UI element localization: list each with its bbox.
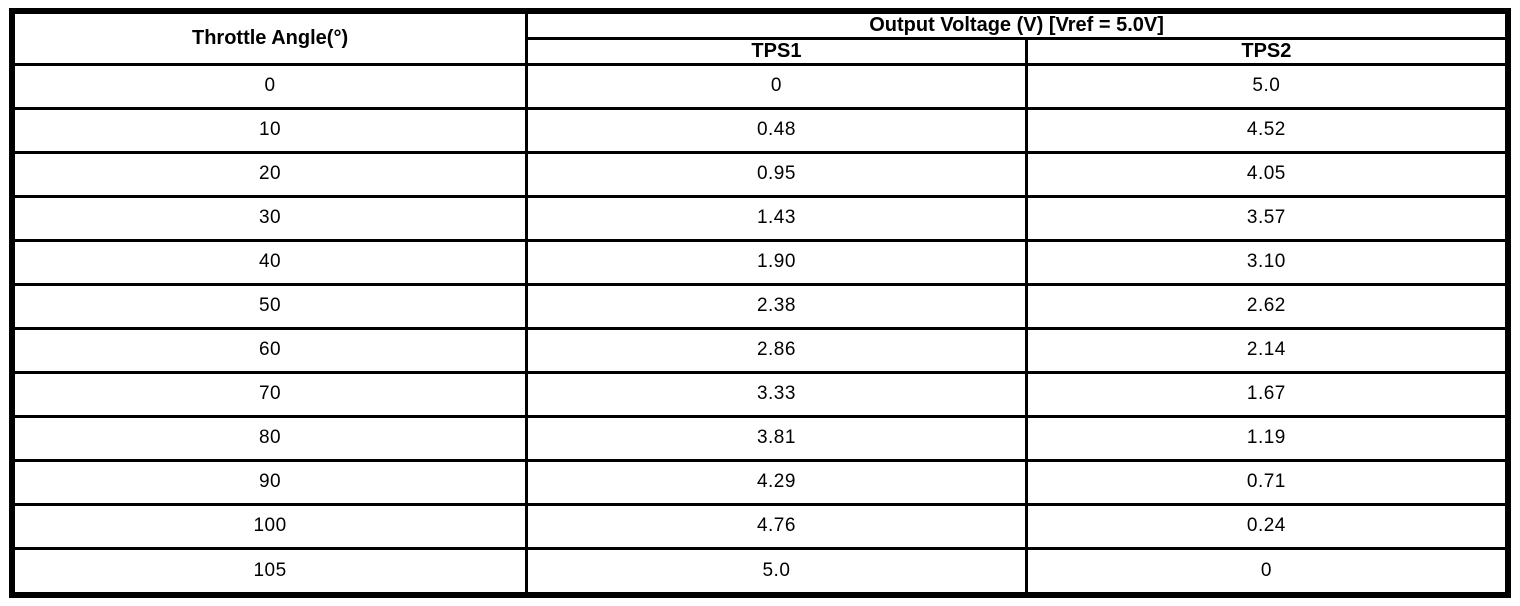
tps1-voltage-cell: 1.43 — [525, 194, 1028, 242]
table-row: 80 3.81 1.19 — [10, 414, 1510, 462]
table-row: 50 2.38 2.62 — [10, 282, 1510, 330]
header-row-sub: TPS1 TPS2 — [12, 37, 1510, 66]
tps1-voltage-cell: 2.86 — [525, 326, 1028, 374]
tps1-voltage-cell: 3.81 — [525, 414, 1028, 462]
tps1-voltage-cell: 2.38 — [525, 282, 1028, 330]
tps1-voltage-cell: 5.0 — [525, 546, 1028, 597]
throttle-angle-cell: 20 — [10, 150, 529, 198]
tps2-voltage-cell: 4.05 — [1024, 150, 1510, 198]
tps2-voltage-cell: 1.19 — [1024, 414, 1510, 462]
tps1-voltage-cell: 0.95 — [525, 150, 1028, 198]
tps1-voltage-cell: 4.29 — [525, 458, 1028, 506]
throttle-angle-cell: 105 — [10, 546, 529, 597]
table-row: 40 1.90 3.10 — [10, 238, 1510, 286]
tps2-voltage-cell: 4.52 — [1024, 106, 1510, 154]
tps1-voltage-cell: 4.76 — [525, 502, 1028, 550]
throttle-angle-cell: 80 — [10, 414, 529, 462]
tps2-voltage-cell: 3.57 — [1024, 194, 1510, 242]
tps1-voltage-cell: 0.48 — [525, 106, 1028, 154]
throttle-angle-cell: 30 — [10, 194, 529, 242]
tps1-voltage-cell: 1.90 — [525, 238, 1028, 286]
tps2-voltage-cell: 0.71 — [1024, 458, 1510, 506]
table-row: 105 5.0 0 — [10, 546, 1510, 597]
table-row: 70 3.33 1.67 — [10, 370, 1510, 418]
table-row: 100 4.76 0.24 — [10, 502, 1510, 550]
throttle-angle-cell: 40 — [10, 238, 529, 286]
tps1-voltage-cell: 3.33 — [525, 370, 1028, 418]
throttle-angle-cell: 50 — [10, 282, 529, 330]
table-row: 90 4.29 0.71 — [10, 458, 1510, 506]
table-row: 60 2.86 2.14 — [10, 326, 1510, 374]
throttle-angle-header: Throttle Angle(°) — [10, 9, 529, 66]
tps2-voltage-cell: 0.24 — [1024, 502, 1510, 550]
throttle-angle-cell: 70 — [10, 370, 529, 418]
tps2-voltage-cell: 3.10 — [1024, 238, 1510, 286]
header-row-group: Throttle Angle(°) Output Voltage (V) [Vr… — [10, 9, 1510, 66]
output-voltage-group-header: Output Voltage (V) [Vref = 5.0V] — [525, 9, 1510, 40]
table-row: 10 0.48 4.52 — [10, 106, 1510, 154]
throttle-angle-cell: 10 — [10, 106, 529, 154]
tps2-voltage-cell: 2.62 — [1024, 282, 1510, 330]
table-body: 0 0 5.0 10 0.48 4.52 20 0.95 4.05 30 1.4… — [10, 63, 1510, 597]
tps-voltage-table: Throttle Angle(°) Output Voltage (V) [Vr… — [9, 8, 1511, 598]
table-row: 30 1.43 3.57 — [10, 194, 1510, 242]
table-row: 0 0 5.0 — [10, 63, 1510, 110]
tps2-column-header: TPS2 — [1024, 37, 1510, 66]
tps2-voltage-cell: 5.0 — [1024, 63, 1510, 110]
tps2-voltage-cell: 2.14 — [1024, 326, 1510, 374]
tps1-column-header: TPS1 — [525, 37, 1028, 66]
table-row: 20 0.95 4.05 — [10, 150, 1510, 198]
tps2-voltage-cell: 0 — [1024, 546, 1510, 597]
tps2-voltage-cell: 1.67 — [1024, 370, 1510, 418]
throttle-angle-cell: 90 — [10, 458, 529, 506]
tps1-voltage-cell: 0 — [525, 63, 1028, 110]
throttle-angle-cell: 100 — [10, 502, 529, 550]
table-header: Throttle Angle(°) Output Voltage (V) [Vr… — [10, 9, 1510, 66]
throttle-angle-cell: 60 — [10, 326, 529, 374]
throttle-angle-cell: 0 — [10, 63, 529, 110]
